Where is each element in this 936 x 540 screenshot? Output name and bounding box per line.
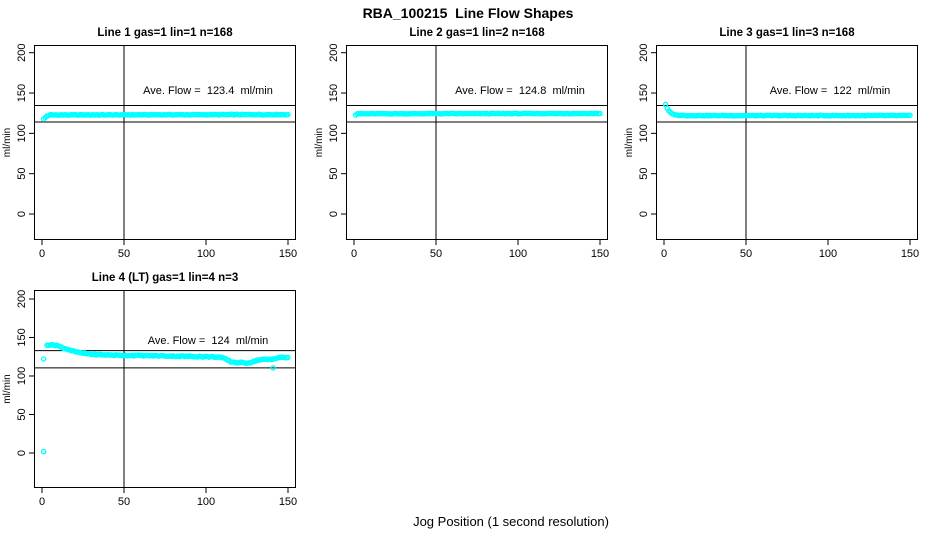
y-tick-label: 50 <box>638 168 650 180</box>
y-tick-label: 150 <box>16 84 28 102</box>
data-points <box>352 110 603 118</box>
data-points <box>40 111 291 122</box>
y-tick-label: 0 <box>16 450 28 456</box>
y-axis-unit-label: ml/min <box>2 374 13 403</box>
isolated-data-point <box>40 356 47 362</box>
x-tick-label: 100 <box>197 496 215 508</box>
y-tick-label: 50 <box>16 408 28 420</box>
ave-flow-annotation: Ave. Flow = 122 ml/min <box>769 85 891 97</box>
outlier-data-point <box>270 365 276 371</box>
y-axis-ticks: 0 50 100 150 200 <box>328 44 346 217</box>
x-tick-label: 50 <box>740 248 752 260</box>
y-tick-label: 200 <box>638 44 650 62</box>
plot-frame <box>656 45 918 240</box>
y-tick-label: 0 <box>16 211 28 217</box>
x-tick-label: 150 <box>591 248 609 260</box>
panel-1: Line 1 gas=1 lin=1 n=168 0 50 100 150 0 50 100 1… <box>2 27 297 260</box>
plot-frame <box>346 45 608 240</box>
x-axis-ticks: 0 50 100 150 <box>39 488 297 508</box>
y-axis-ticks: 0 50 100 150 200 <box>16 44 34 217</box>
plot-frame <box>34 290 296 488</box>
y-tick-label: 200 <box>16 44 28 62</box>
isolated-data-point <box>40 448 47 455</box>
y-tick-label: 200 <box>16 290 28 308</box>
y-tick-label: 150 <box>638 84 650 102</box>
x-tick-label: 50 <box>430 248 442 260</box>
x-tick-label: 50 <box>118 248 130 260</box>
y-tick-label: 100 <box>328 124 340 142</box>
ave-flow-annotation: Ave. Flow = 124 ml/min <box>147 335 269 347</box>
y-tick-label: 50 <box>328 168 340 180</box>
x-axis-ticks: 0 50 100 150 <box>39 240 297 260</box>
x-axis-ticks: 0 50 100 150 <box>351 240 609 260</box>
y-tick-label: 50 <box>16 168 28 180</box>
y-axis-unit-label: ml/min <box>314 128 325 157</box>
x-tick-label: 0 <box>661 248 667 260</box>
y-tick-label: 0 <box>328 211 340 217</box>
y-tick-label: 200 <box>328 44 340 62</box>
panel-2: Line 2 gas=1 lin=2 n=168 0 50 100 150 0 50 100 1… <box>314 27 609 260</box>
x-tick-label: 50 <box>118 496 130 508</box>
x-axis-ticks: 0 50 100 150 <box>661 240 919 260</box>
panel-4: Line 4 (LT) gas=1 lin=4 n=3 0 50 100 150 0 50 1… <box>2 272 297 508</box>
x-axis-label: Jog Position (1 second resolution) <box>413 514 609 529</box>
y-tick-label: 100 <box>638 124 650 142</box>
panel-title: Line 4 (LT) gas=1 lin=4 n=3 <box>91 272 239 284</box>
y-tick-label: 100 <box>16 124 28 142</box>
ave-flow-annotation: Ave. Flow = 124.8 ml/min <box>455 85 585 97</box>
y-axis-ticks: 0 50 100 150 200 <box>16 290 34 456</box>
plot-frame <box>34 45 296 240</box>
x-tick-label: 0 <box>39 496 45 508</box>
y-tick-label: 150 <box>16 328 28 346</box>
plot-svg: 0 50 100 150 0 50 100 150 200 ml/min <box>314 44 609 260</box>
x-tick-label: 100 <box>819 248 837 260</box>
x-tick-label: 150 <box>901 248 919 260</box>
y-tick-label: 150 <box>328 84 340 102</box>
panel-title: Line 2 gas=1 lin=2 n=168 <box>409 27 545 39</box>
y-axis-unit-label: ml/min <box>2 128 13 157</box>
panel-title: Line 3 gas=1 lin=3 n=168 <box>719 27 855 39</box>
panel-title: Line 1 gas=1 lin=1 n=168 <box>97 27 233 39</box>
plot-svg: 0 50 100 150 0 50 100 150 200 ml/min <box>624 44 919 260</box>
figure-title: RBA_100215 Line Flow Shapes <box>362 5 574 21</box>
data-points <box>662 101 913 119</box>
data-points <box>40 341 291 455</box>
x-tick-label: 0 <box>351 248 357 260</box>
x-tick-label: 100 <box>197 248 215 260</box>
plot-svg: 0 50 100 150 0 50 100 150 200 ml/min <box>2 290 297 508</box>
ave-flow-annotation: Ave. Flow = 123.4 ml/min <box>143 85 273 97</box>
x-tick-label: 150 <box>279 248 297 260</box>
y-tick-label: 0 <box>638 211 650 217</box>
x-tick-label: 0 <box>39 248 45 260</box>
y-axis-unit-label: ml/min <box>624 128 635 157</box>
x-tick-label: 150 <box>279 496 297 508</box>
plot-svg: 0 50 100 150 0 50 100 150 200 ml/min <box>2 44 297 260</box>
panel-3: Line 3 gas=1 lin=3 n=168 0 50 100 150 0 50 100 1… <box>624 27 919 260</box>
y-tick-label: 100 <box>16 367 28 385</box>
x-tick-label: 100 <box>509 248 527 260</box>
y-axis-ticks: 0 50 100 150 200 <box>638 44 656 217</box>
